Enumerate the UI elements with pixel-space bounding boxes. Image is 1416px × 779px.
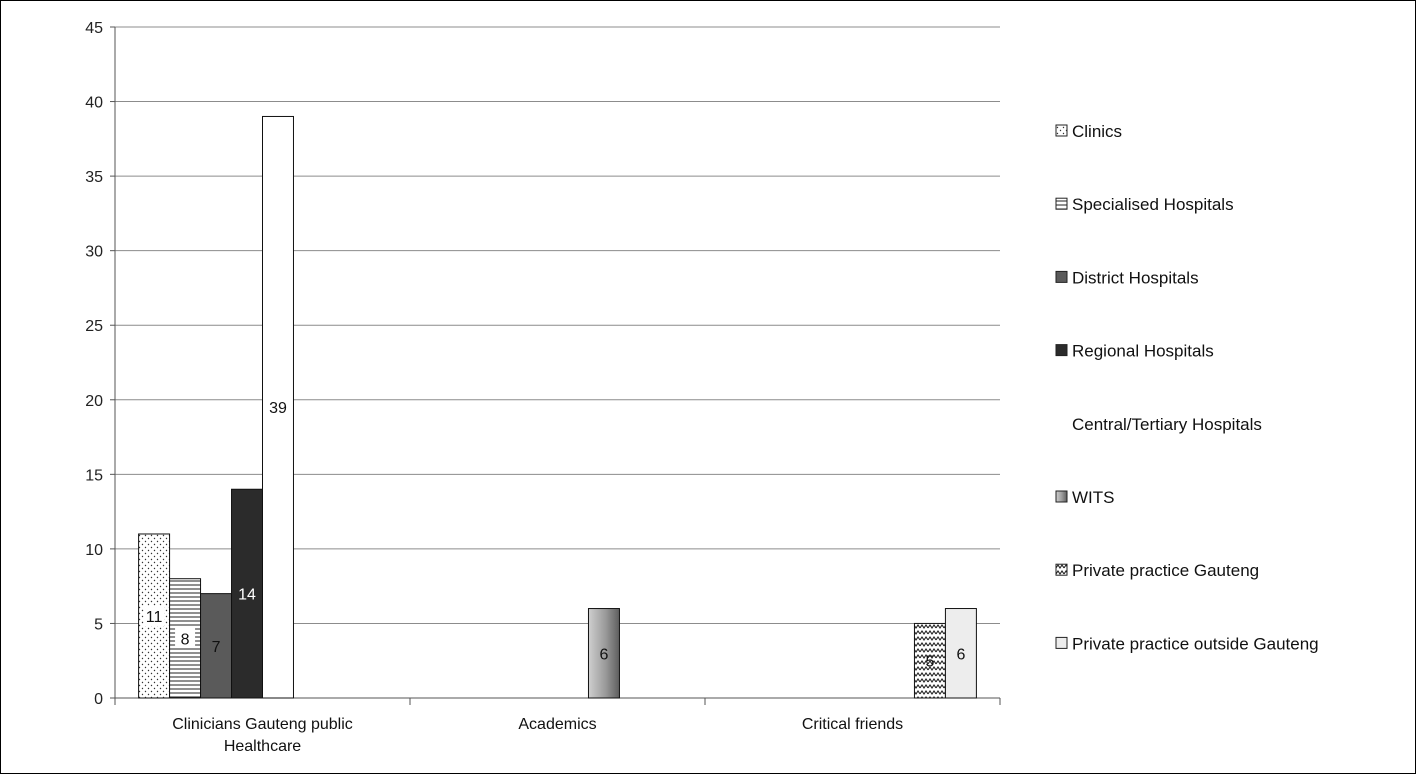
y-tick-label: 0 — [94, 691, 103, 708]
bar — [262, 115, 294, 699]
legend-label: Specialised Hospitals — [1072, 195, 1234, 214]
x-tick-label: Clinicians Gauteng public Healthcare — [172, 716, 353, 755]
legend: Clinics Specialised Hospitals District Hos… — [1055, 122, 1319, 653]
bar-data-label: 5 — [925, 654, 934, 671]
y-tick-label: 5 — [94, 616, 103, 633]
bar-data-label: 6 — [600, 646, 609, 663]
bar — [913, 622, 946, 699]
bar-label-bg — [175, 628, 196, 649]
bar-data-label: 39 — [269, 400, 287, 417]
legend-label: Private practice Gauteng — [1072, 561, 1259, 580]
legend-swatch — [1055, 490, 1068, 503]
y-tick-label: 40 — [85, 95, 103, 112]
bar — [944, 608, 977, 699]
x-tick-label: Critical friends — [802, 716, 903, 733]
bar — [587, 608, 620, 699]
x-tick-label: Academics — [518, 716, 596, 733]
bar-labels: 11 8 7 14 39 6 5 6 — [144, 400, 965, 671]
legend-label: Private practice outside Gauteng — [1072, 634, 1319, 653]
bar-data-label: 8 — [181, 631, 190, 648]
y-tick-label: 20 — [85, 393, 103, 410]
y-tick-label: 15 — [85, 467, 103, 484]
legend-swatch — [1055, 636, 1068, 649]
legend-swatch — [1055, 124, 1068, 137]
y-tick-label: 45 — [85, 20, 103, 37]
tick-labels: 0 5 10 15 20 25 30 35 40 45 Clinicians Gauteng pub… — [85, 20, 903, 755]
legend-label: Clinics — [1072, 122, 1122, 141]
legend-label: Central/Tertiary Hospitals — [1072, 415, 1262, 434]
legend-label: WITS — [1072, 488, 1115, 507]
legend-swatch — [1055, 270, 1068, 283]
legend-swatch — [1055, 344, 1068, 357]
bar — [200, 593, 233, 699]
bar-data-label: 7 — [212, 639, 221, 656]
legend-label: Regional Hospitals — [1072, 342, 1214, 361]
y-tick-label: 25 — [85, 318, 103, 335]
bar-data-label: 14 — [238, 587, 256, 604]
bar-label-bg — [144, 605, 165, 626]
legend-swatch — [1055, 563, 1068, 576]
y-tick-label: 30 — [85, 244, 103, 261]
y-tick-label: 10 — [85, 542, 103, 559]
bar-data-label: 11 — [146, 609, 163, 626]
bar-data-label: 6 — [956, 646, 965, 663]
bars — [138, 115, 977, 699]
legend-swatch — [1055, 197, 1068, 210]
y-tick-label: 35 — [85, 169, 103, 186]
legend-label: District Hospitals — [1072, 268, 1199, 287]
